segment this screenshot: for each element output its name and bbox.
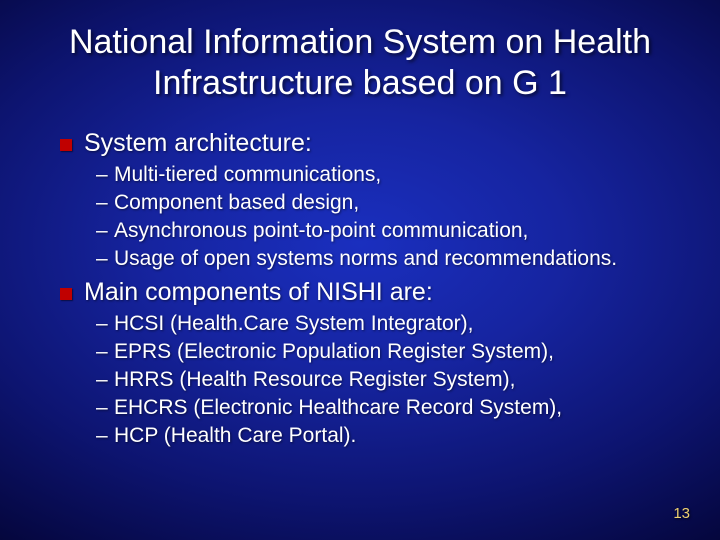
- dash-icon: –: [96, 367, 114, 394]
- dash-icon: –: [96, 190, 114, 217]
- slide-title: National Information System on Health In…: [0, 0, 720, 115]
- lvl2-text: EPRS (Electronic Population Register Sys…: [114, 339, 554, 366]
- dash-icon: –: [96, 162, 114, 189]
- dash-icon: –: [96, 218, 114, 245]
- lvl2-text: HCP (Health Care Portal).: [114, 423, 356, 450]
- dash-icon: –: [96, 423, 114, 450]
- dash-icon: –: [96, 395, 114, 422]
- lvl1-text: System architecture:: [84, 129, 312, 158]
- bullet-lvl2: – HCP (Health Care Portal).: [96, 423, 700, 450]
- slide: National Information System on Health In…: [0, 0, 720, 540]
- bullet-lvl2: – Asynchronous point-to-point communicat…: [96, 218, 700, 245]
- page-number: 13: [673, 505, 690, 522]
- lvl1-text: Main components of NISHI are:: [84, 278, 433, 307]
- dash-icon: –: [96, 246, 114, 273]
- slide-body: System architecture: – Multi-tiered comm…: [0, 115, 720, 450]
- bullet-lvl2: – HRRS (Health Resource Register System)…: [96, 367, 700, 394]
- lvl2-text: HRRS (Health Resource Register System),: [114, 367, 515, 394]
- dash-icon: –: [96, 339, 114, 366]
- bullet-lvl2: – HCSI (Health.Care System Integrator),: [96, 311, 700, 338]
- bullet-lvl2: – Usage of open systems norms and recomm…: [96, 246, 700, 273]
- lvl2-text: Usage of open systems norms and recommen…: [114, 246, 617, 273]
- square-bullet-icon: [60, 288, 72, 300]
- bullet-lvl2: – Multi-tiered communications,: [96, 162, 700, 189]
- lvl2-text: Multi-tiered communications,: [114, 162, 381, 189]
- bullet-lvl2: – EPRS (Electronic Population Register S…: [96, 339, 700, 366]
- lvl2-text: Component based design,: [114, 190, 359, 217]
- lvl2-text: HCSI (Health.Care System Integrator),: [114, 311, 473, 338]
- bullet-lvl1: System architecture:: [60, 129, 700, 158]
- bullet-lvl2: – Component based design,: [96, 190, 700, 217]
- dash-icon: –: [96, 311, 114, 338]
- lvl2-text: Asynchronous point-to-point communicatio…: [114, 218, 528, 245]
- lvl2-text: EHCRS (Electronic Healthcare Record Syst…: [114, 395, 562, 422]
- bullet-lvl2: – EHCRS (Electronic Healthcare Record Sy…: [96, 395, 700, 422]
- square-bullet-icon: [60, 139, 72, 151]
- bullet-lvl1: Main components of NISHI are:: [60, 278, 700, 307]
